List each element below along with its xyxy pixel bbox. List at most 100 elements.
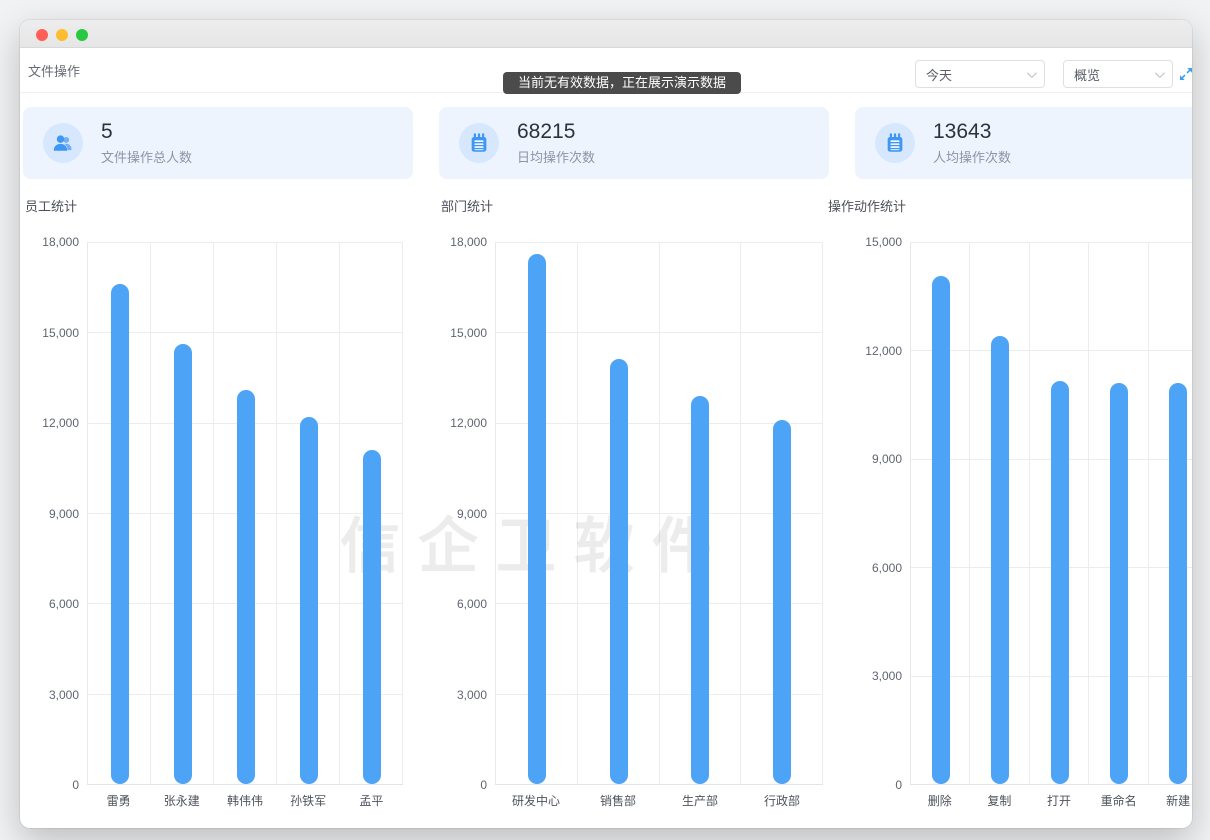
gridline-vertical bbox=[658, 242, 660, 784]
bar-韩伟伟[interactable] bbox=[236, 389, 255, 784]
y-axis-tick-label: 0 bbox=[895, 778, 902, 792]
x-axis-label: 研发中心 bbox=[511, 794, 561, 808]
y-axis-tick-label: 0 bbox=[480, 778, 487, 792]
bar-重命名[interactable] bbox=[1109, 382, 1128, 784]
gridline-horizontal bbox=[496, 242, 823, 243]
gridline-vertical bbox=[339, 242, 340, 784]
chevron-down-icon bbox=[1154, 67, 1165, 78]
y-axis-tick-label: 9,000 bbox=[871, 452, 902, 467]
y-axis-tick-label: 6,000 bbox=[48, 597, 79, 611]
breadcrumb: 文件操作 bbox=[28, 64, 81, 79]
minimize-button[interactable] bbox=[56, 29, 68, 41]
y-axis: 0 3,000 6,000 9,000 12,000 15,000 bbox=[828, 235, 910, 792]
y-axis-tick-label: 12,000 bbox=[865, 343, 902, 358]
x-axis: 雷勇 张永建 韩伟伟 孙铁军 孟平 bbox=[87, 792, 403, 810]
bar-张永建[interactable] bbox=[173, 344, 192, 784]
bar-打开[interactable] bbox=[1050, 381, 1069, 784]
gridline-horizontal bbox=[88, 332, 403, 334]
gridline-horizontal bbox=[911, 350, 1192, 352]
chevron-down-icon bbox=[1026, 67, 1037, 78]
chart-department-stats: 部门统计 0 3,000 6,000 9,000 12,000 15,000 18,000 … bbox=[441, 196, 823, 810]
y-axis-tick-label: 15,000 bbox=[42, 325, 79, 340]
bar-销售部[interactable] bbox=[609, 359, 628, 784]
bar-生产部[interactable] bbox=[691, 395, 710, 784]
fullscreen-icon[interactable] bbox=[1178, 66, 1192, 82]
bar-研发中心[interactable] bbox=[527, 254, 546, 784]
x-axis-label: 雷勇 bbox=[106, 794, 131, 808]
stat-card-total-users: 5 文件操作总人数 bbox=[23, 107, 413, 179]
stat-card-per-user-operations: 13643 人均操作次数 bbox=[855, 107, 1192, 179]
gridline-vertical bbox=[402, 242, 403, 784]
toast-message: 当前无有效数据，正在展示演示数据 bbox=[503, 72, 742, 94]
x-axis-label: 孙铁军 bbox=[290, 794, 327, 808]
x-axis-label: 重命名 bbox=[1100, 794, 1137, 808]
gridline-vertical bbox=[1028, 242, 1030, 784]
plot-area bbox=[910, 242, 1192, 785]
bar-行政部[interactable] bbox=[773, 419, 792, 784]
y-axis-tick-label: 18,000 bbox=[42, 235, 79, 249]
y-axis-tick-label: 9,000 bbox=[48, 506, 79, 521]
y-axis-tick-label: 18,000 bbox=[450, 235, 487, 249]
gridline-vertical bbox=[1147, 242, 1149, 784]
x-axis-label: 韩伟伟 bbox=[226, 794, 264, 808]
chart-title: 部门统计 bbox=[441, 199, 494, 214]
x-axis-label: 新建 bbox=[1166, 794, 1191, 808]
y-axis-tick-label: 0 bbox=[72, 778, 79, 792]
x-axis-label: 行政部 bbox=[763, 794, 801, 808]
x-axis-label: 删除 bbox=[927, 794, 952, 808]
x-axis-label: 打开 bbox=[1046, 794, 1072, 808]
x-axis-label: 复制 bbox=[987, 794, 1012, 808]
y-axis-tick-label: 6,000 bbox=[871, 560, 902, 575]
notepad-icon bbox=[471, 133, 487, 152]
plot-area bbox=[495, 242, 823, 785]
notepad-icon bbox=[887, 133, 903, 152]
stat-value: 13643 bbox=[933, 120, 992, 143]
gridline-horizontal bbox=[911, 242, 1192, 243]
y-axis-tick-label: 12,000 bbox=[42, 416, 79, 430]
x-axis-label: 生产部 bbox=[681, 794, 719, 808]
y-axis: 0 3,000 6,000 9,000 12,000 15,000 18,000 bbox=[441, 235, 495, 792]
stat-value: 5 bbox=[101, 120, 113, 143]
chart-title: 操作动作统计 bbox=[828, 199, 907, 214]
bar-复制[interactable] bbox=[991, 335, 1010, 784]
stat-label: 日均操作次数 bbox=[517, 150, 596, 165]
y-axis-tick-label: 3,000 bbox=[456, 687, 487, 702]
app-window: 文件操作 当前无有效数据，正在展示演示数据 今天 概览 5 文件操作总人数 bbox=[20, 20, 1192, 828]
gridline-vertical bbox=[822, 242, 823, 784]
chart-title: 员工统计 bbox=[25, 199, 78, 214]
gridline-horizontal bbox=[496, 422, 823, 424]
chart-employee-stats: 员工统计 0 3,000 6,000 9,000 12,000 15,000 18,000 … bbox=[25, 196, 403, 810]
stat-value: 68215 bbox=[517, 120, 576, 143]
bar-雷勇[interactable] bbox=[110, 284, 129, 784]
x-axis-label: 孟平 bbox=[359, 794, 384, 808]
y-axis-tick-label: 15,000 bbox=[450, 325, 487, 340]
x-axis: 研发中心 销售部 生产部 行政部 bbox=[495, 792, 823, 810]
stat-label: 文件操作总人数 bbox=[101, 150, 193, 165]
x-axis: 删除 复制 打开 重命名 新建 bbox=[910, 792, 1192, 810]
gridline-horizontal bbox=[496, 513, 823, 514]
gridline-horizontal bbox=[496, 332, 823, 334]
bar-孙铁军[interactable] bbox=[299, 416, 318, 784]
close-button[interactable] bbox=[36, 29, 48, 41]
y-axis-tick-label: 9,000 bbox=[456, 506, 487, 521]
y-axis-tick-label: 15,000 bbox=[865, 235, 902, 249]
zoom-button[interactable] bbox=[76, 29, 88, 41]
bar-孟平[interactable] bbox=[362, 449, 381, 784]
y-axis-tick-label: 12,000 bbox=[450, 416, 487, 430]
time-range-select[interactable]: 今天 bbox=[915, 60, 1045, 88]
y-axis: 0 3,000 6,000 9,000 12,000 15,000 18,000 bbox=[25, 235, 87, 792]
y-axis-tick-label: 3,000 bbox=[48, 687, 79, 702]
gridline-vertical bbox=[740, 242, 742, 784]
view-mode-value: 概览 bbox=[1074, 67, 1101, 83]
view-mode-select[interactable]: 概览 bbox=[1063, 60, 1173, 88]
x-axis-label: 销售部 bbox=[599, 794, 637, 808]
bar-新建[interactable] bbox=[1169, 382, 1188, 784]
x-axis-label: 张永建 bbox=[163, 794, 200, 808]
gridline-vertical bbox=[276, 242, 277, 784]
bar-删除[interactable] bbox=[931, 276, 950, 784]
plot-area bbox=[87, 242, 403, 785]
gridline-vertical bbox=[969, 242, 971, 784]
gridline-vertical bbox=[576, 242, 578, 784]
gridline-horizontal bbox=[496, 603, 823, 605]
gridline-horizontal bbox=[88, 242, 403, 243]
